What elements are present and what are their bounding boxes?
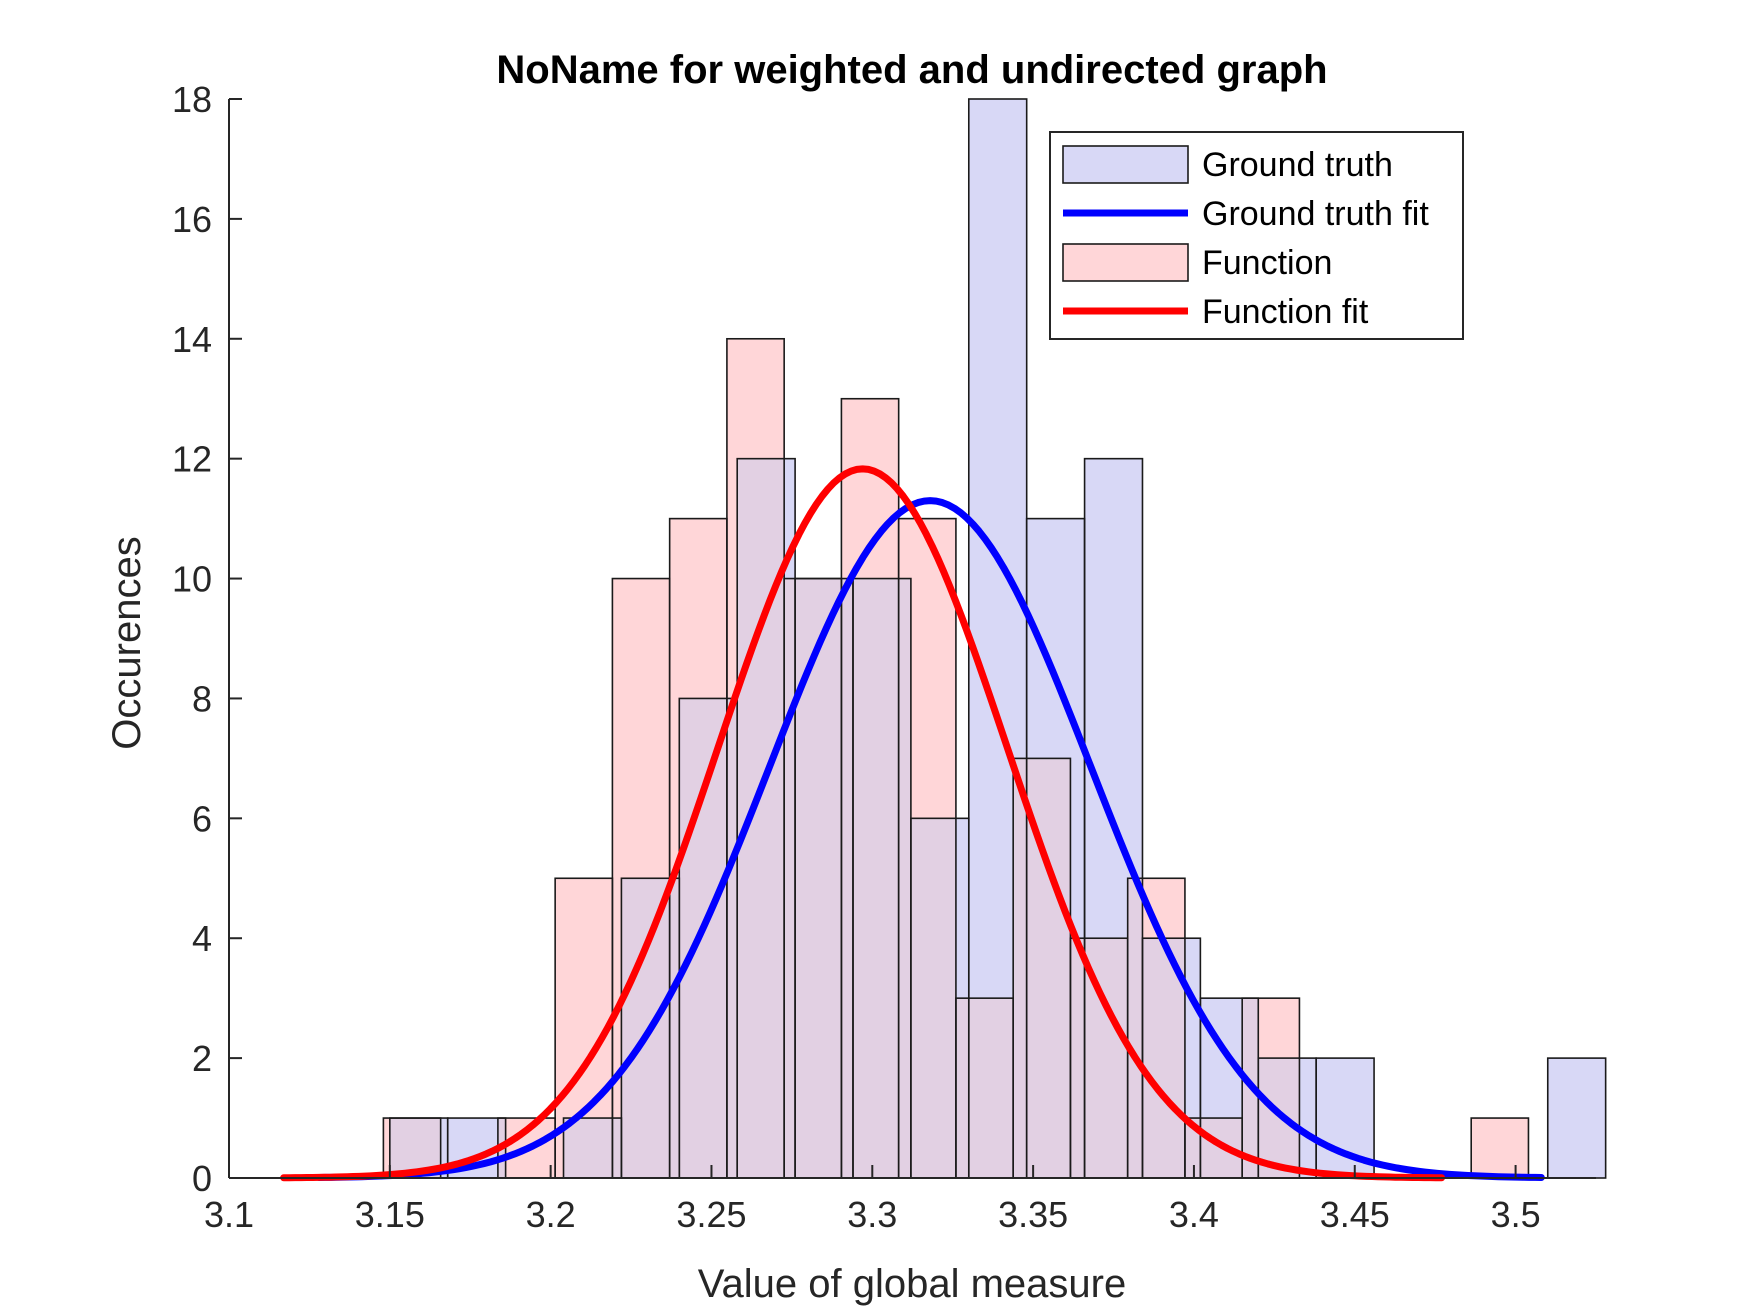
overlap-region-10 (795, 578, 842, 1178)
x-tick-label: 3.3 (847, 1194, 897, 1235)
overlap-region-14 (910, 818, 956, 1178)
overlap-region-16 (968, 998, 1014, 1178)
overlap-region-4 (621, 878, 670, 1178)
y-tick-label: 14 (172, 319, 212, 360)
x-axis-title: Value of global measure (698, 1262, 1126, 1306)
chart-title: NoName for weighted and undirected graph (496, 48, 1327, 92)
x-tick-label: 3.35 (998, 1194, 1068, 1235)
ground-truth-bar-20 (1547, 1058, 1606, 1178)
legend-swatch-2 (1062, 243, 1189, 282)
overlap-region-11 (841, 578, 853, 1178)
overlap-region-3 (612, 1118, 622, 1178)
overlap-region-26 (1258, 1058, 1300, 1178)
legend-label: Ground truth (1202, 146, 1393, 184)
y-tick-label: 4 (192, 918, 212, 959)
y-tick-label: 16 (172, 199, 212, 240)
ticks-layer: 3.1 3.15 3.2 3.25 3.3 3.35 3.4 3.45 3.5 0 2 4 6 8 10 12… (172, 79, 1541, 1235)
y-tick-label: 8 (192, 678, 212, 719)
axes-layer (228, 99, 1596, 1179)
x-tick-label: 3.5 (1491, 1194, 1541, 1235)
x-tick-label: 3.15 (355, 1194, 425, 1235)
legend-swatch-0 (1062, 145, 1189, 184)
overlap-region-2 (563, 1118, 613, 1178)
legend-label: Function fit (1202, 293, 1369, 331)
y-tick-label: 6 (192, 798, 212, 839)
fit-curves-layer (280, 465, 1545, 1182)
function-bar-19 (1471, 1118, 1529, 1178)
legend-label: Function (1202, 244, 1332, 282)
function-fit-line (280, 465, 1446, 1182)
y-tick-label: 0 (192, 1158, 212, 1199)
overlap-region-7 (726, 698, 738, 1178)
overlap-region-6 (679, 698, 727, 1178)
overlap-region-12 (852, 578, 899, 1178)
x-tick-label: 3.25 (676, 1194, 746, 1235)
y-axis-title: Occurences (105, 536, 149, 749)
y-tick-label: 2 (192, 1038, 212, 1079)
x-tick-label: 3.4 (1169, 1194, 1219, 1235)
y-tick-label: 12 (172, 439, 212, 480)
legend: Ground truth Ground truth fit Function Func… (1049, 131, 1464, 340)
y-tick-label: 18 (172, 79, 212, 120)
x-tick-label: 3.1 (204, 1194, 254, 1235)
x-tick-label: 3.2 (526, 1194, 576, 1235)
overlap-region-23 (1184, 1118, 1201, 1178)
x-tick-label: 3.45 (1320, 1194, 1390, 1235)
legend-label: Ground truth fit (1202, 195, 1429, 233)
overlap-region-15 (955, 998, 969, 1178)
overlap-region-9 (784, 578, 796, 1178)
overlap-region-13 (898, 578, 911, 1178)
y-tick-label: 10 (172, 559, 212, 600)
overlap-region-8 (737, 458, 785, 1179)
overlap-region-5 (669, 878, 680, 1178)
overlap-region-17 (1013, 758, 1027, 1178)
ground-truth-fit-line (315, 497, 1545, 1181)
overlap-region-19 (1070, 938, 1085, 1178)
overlap-region-21 (1127, 878, 1143, 1178)
